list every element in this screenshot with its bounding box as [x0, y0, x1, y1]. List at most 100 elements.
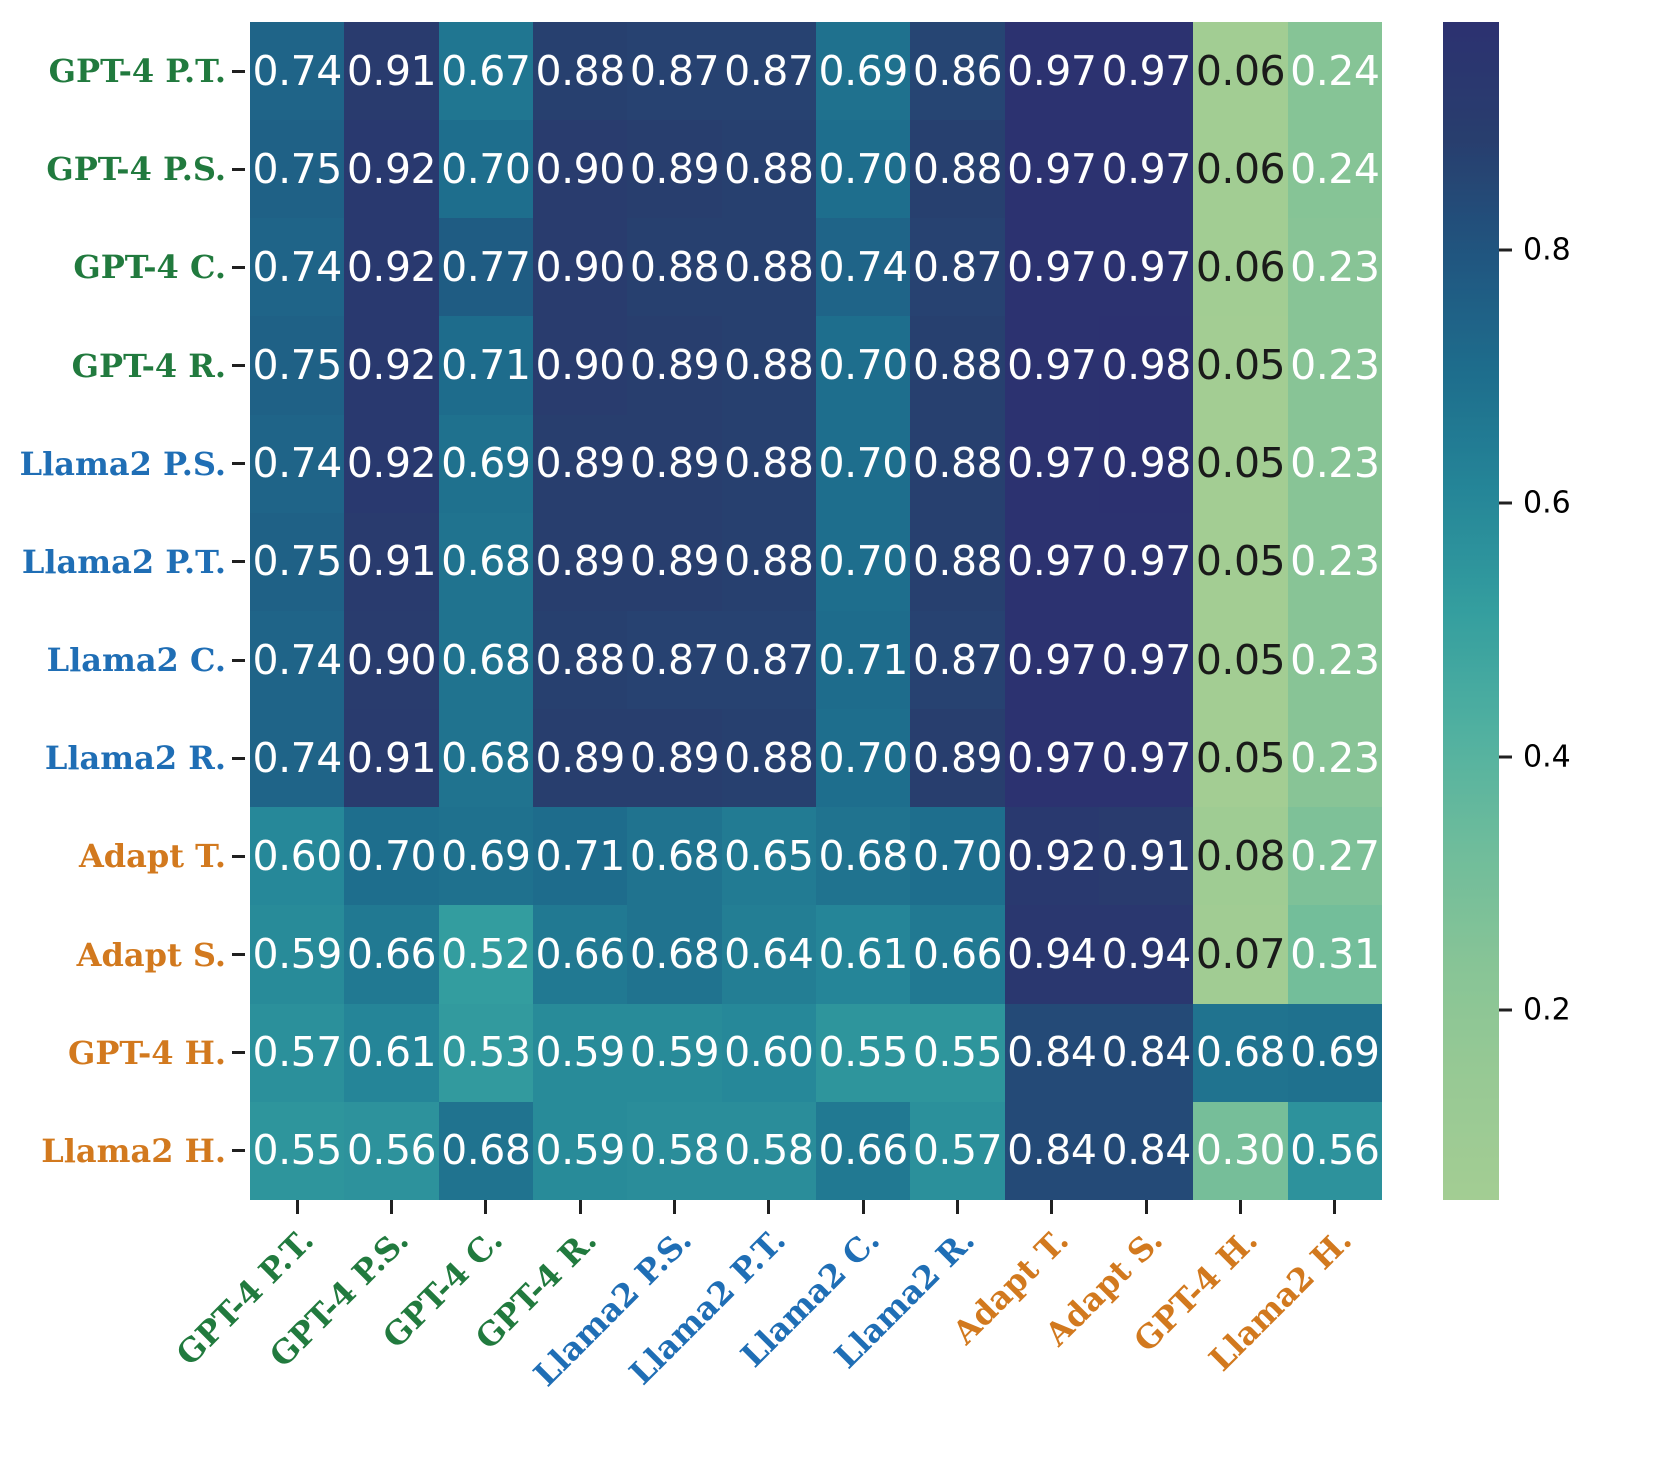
heatmap-cell: 0.67: [438, 22, 533, 121]
y-axis-label: GPT-4 R.: [71, 346, 226, 385]
colorbar-tick-label: 0.4: [1523, 739, 1571, 775]
heatmap-cell: 0.75: [250, 316, 345, 415]
heatmap-cell: 0.88: [721, 512, 816, 611]
x-axis-tick-mark: [910, 1200, 1004, 1218]
heatmap-cell: 0.71: [438, 316, 533, 415]
y-axis-tick-mark: [232, 611, 250, 709]
heatmap-cell: 0.89: [627, 709, 722, 808]
x-axis-tick-mark: [439, 1200, 533, 1218]
heatmap-cell: 0.75: [250, 512, 345, 611]
heatmap-cell: 0.23: [1287, 709, 1382, 808]
heatmap-cell: 0.97: [1099, 512, 1194, 611]
y-axis-label: Llama2 P.S.: [19, 444, 226, 483]
heatmap-cell: 0.70: [438, 120, 533, 219]
heatmap-cell: 0.74: [250, 218, 345, 317]
heatmap-cell: 0.69: [438, 807, 533, 906]
y-axis-tick-mark: [232, 905, 250, 1003]
heatmap-cell: 0.53: [438, 1003, 533, 1102]
heatmap-cell: 0.06: [1193, 22, 1288, 121]
y-axis-label: Llama2 P.T.: [21, 542, 226, 581]
colorbar-gradient: [1443, 22, 1499, 1200]
heatmap-cell: 0.24: [1287, 120, 1382, 219]
heatmap-cell: 0.97: [1004, 218, 1099, 317]
heatmap-cell: 0.89: [627, 512, 722, 611]
heatmap-cell: 0.05: [1193, 512, 1288, 611]
heatmap-cell: 0.70: [816, 414, 911, 513]
heatmap-cell: 0.55: [816, 1003, 911, 1102]
heatmap-cell: 0.55: [250, 1101, 345, 1200]
heatmap-cell: 0.97: [1004, 709, 1099, 808]
heatmap-cell: 0.70: [816, 316, 911, 415]
y-axis-tick-mark: [232, 1102, 250, 1200]
colorbar-tick-label: 0.6: [1523, 485, 1571, 521]
y-axis-tick-mark: [232, 1004, 250, 1102]
heatmap-cell: 0.91: [344, 22, 439, 121]
heatmap-cell: 0.90: [344, 610, 439, 710]
x-axis-tick-mark: [1099, 1200, 1193, 1218]
heatmap-cell: 0.68: [627, 905, 722, 1004]
y-axis-label: Llama2 H.: [41, 1131, 226, 1170]
y-axis-labels: GPT-4 P.T. GPT-4 P.S. GPT-4 C. GPT-4 R. Llam…: [0, 22, 232, 1200]
x-axis-tick-mark: [1193, 1200, 1287, 1218]
heatmap-cell: 0.88: [721, 709, 816, 808]
heatmap-cell: 0.05: [1193, 610, 1288, 710]
heatmap-cell: 0.57: [910, 1101, 1005, 1200]
x-axis-tick-mark: [627, 1200, 721, 1218]
heatmap-cell: 0.68: [438, 1101, 533, 1200]
heatmap-cell: 0.23: [1287, 218, 1382, 317]
x-axis-tick-mark: [250, 1200, 344, 1218]
heatmap-cell: 0.58: [721, 1101, 816, 1200]
heatmap-cell: 0.74: [250, 709, 345, 808]
heatmap-plot-area: 0.74 0.91 0.67 0.88 0.87 0.87 0.69 0.86 0.97 0.97…: [250, 22, 1382, 1200]
heatmap-cell: 0.30: [1193, 1101, 1288, 1200]
colorbar-tick: 0.2: [1499, 993, 1571, 1028]
heatmap-cell: 0.55: [910, 1003, 1005, 1102]
heatmap-cell: 0.66: [344, 905, 439, 1004]
heatmap-cell: 0.56: [344, 1101, 439, 1200]
heatmap-cell: 0.61: [344, 1003, 439, 1102]
colorbar: 0.8 0.6 0.4 0.2: [1443, 22, 1643, 1200]
heatmap-cell: 0.71: [533, 807, 628, 906]
heatmap-cell: 0.92: [344, 316, 439, 415]
heatmap-cell: 0.05: [1193, 316, 1288, 415]
heatmap-cell: 0.68: [1193, 1003, 1288, 1102]
heatmap-cell: 0.89: [627, 120, 722, 219]
y-axis-label: Llama2 R.: [44, 739, 226, 778]
heatmap-cell: 0.88: [910, 512, 1005, 611]
heatmap-cell: 0.94: [1004, 905, 1099, 1004]
heatmap-cell: 0.97: [1004, 512, 1099, 611]
heatmap-cell: 0.71: [816, 610, 911, 710]
heatmap-cell: 0.23: [1287, 316, 1382, 415]
heatmap-cell: 0.59: [533, 1003, 628, 1102]
heatmap-cell: 0.23: [1287, 512, 1382, 611]
heatmap-cell: 0.06: [1193, 218, 1288, 317]
heatmap-cell: 0.92: [344, 218, 439, 317]
heatmap-cell: 0.88: [627, 218, 722, 317]
heatmap-cell: 0.57: [250, 1003, 345, 1102]
heatmap-cell: 0.61: [816, 905, 911, 1004]
x-axis-tick-mark: [1288, 1200, 1382, 1218]
heatmap-cell: 0.88: [910, 120, 1005, 219]
heatmap-cell: 0.89: [627, 414, 722, 513]
heatmap-cell: 0.97: [1004, 22, 1099, 121]
heatmap-cell: 0.90: [533, 316, 628, 415]
heatmap-cell: 0.70: [910, 807, 1005, 906]
y-axis-ticks: [232, 22, 250, 1200]
y-axis-tick-mark: [232, 513, 250, 611]
y-axis-label: GPT-4 P.S.: [46, 150, 226, 189]
x-axis-tick-mark: [816, 1200, 910, 1218]
heatmap-cell: 0.97: [1004, 414, 1099, 513]
heatmap-cell: 0.89: [533, 512, 628, 611]
heatmap-cell: 0.31: [1287, 905, 1382, 1004]
heatmap-cell: 0.56: [1287, 1101, 1382, 1200]
heatmap-cell: 0.70: [816, 120, 911, 219]
heatmap-cell: 0.68: [627, 807, 722, 906]
heatmap-cell: 0.59: [250, 905, 345, 1004]
heatmap-cell: 0.52: [438, 905, 533, 1004]
heatmap-cell: 0.97: [1099, 610, 1194, 710]
heatmap-cell: 0.88: [533, 610, 628, 710]
x-axis-tick-mark: [1005, 1200, 1099, 1218]
colorbar-tick: 0.4: [1499, 739, 1571, 774]
heatmap-cell: 0.58: [627, 1101, 722, 1200]
